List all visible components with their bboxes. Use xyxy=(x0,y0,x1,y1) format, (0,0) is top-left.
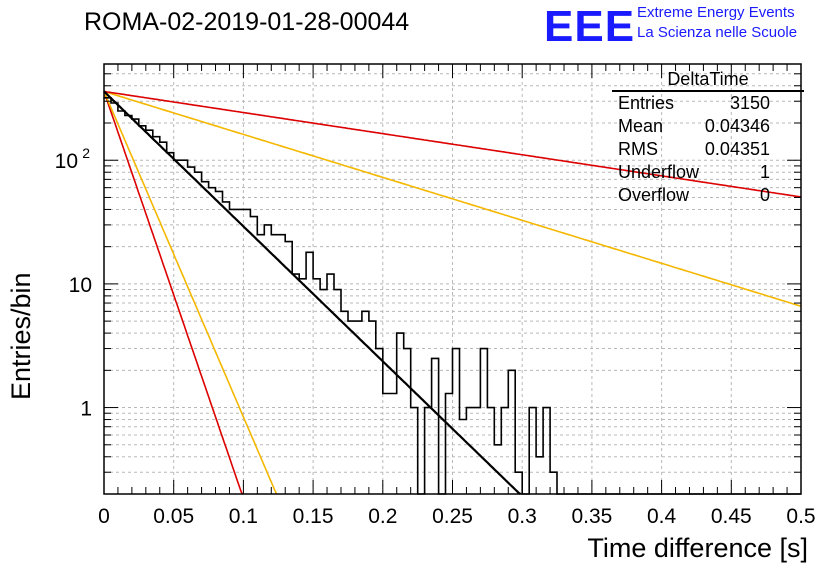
stats-value: 0.04351 xyxy=(704,139,770,159)
y-tick-label-exponent: 2 xyxy=(82,145,90,161)
x-tick-label: 0.2 xyxy=(368,505,397,528)
stats-label: RMS xyxy=(618,139,658,159)
axis-ticks xyxy=(103,63,802,495)
x-tick-label: 0.15 xyxy=(293,505,334,528)
stats-title: DeltaTime xyxy=(612,68,804,92)
stats-label: Mean xyxy=(618,116,664,136)
fit-line-yellow xyxy=(103,90,802,308)
x-tick-labels: 0 0.05 0.1 0.15 0.2 0.25 0.3 0.35 0.4 0.45 0.5 xyxy=(98,505,815,528)
stats-value: 3150 xyxy=(729,93,770,113)
fit-line-black xyxy=(103,90,522,495)
x-tick-label: 0.4 xyxy=(647,505,677,528)
x-tick-label: 0.35 xyxy=(571,505,612,528)
logo-subtitle-1: Extreme Energy Events xyxy=(637,4,795,21)
run-title: ROMA-02-2019-01-28-00044 xyxy=(84,8,410,36)
x-tick-label: 0.5 xyxy=(786,505,815,528)
stats-row-underflow: Underflow 1 xyxy=(612,161,804,184)
eee-logo: EEE xyxy=(544,2,636,51)
x-tick-label: 0.05 xyxy=(153,505,194,528)
x-tick-label: 0.1 xyxy=(229,505,258,528)
x-axis-label: Time difference [s] xyxy=(587,533,808,563)
stats-row-mean: Mean 0.04346 xyxy=(612,115,804,138)
x-tick-label: 0.25 xyxy=(432,505,473,528)
logo-subtitle-2: La Scienza nelle Scuole xyxy=(637,24,798,41)
y-tick-label: 10 xyxy=(55,150,78,173)
stats-row-overflow: Overflow 0 xyxy=(612,184,804,207)
x-tick-label: 0 xyxy=(98,505,110,528)
stats-row-entries: Entries 3150 xyxy=(612,92,804,115)
stats-value: 0.04346 xyxy=(704,116,770,136)
grid-lines xyxy=(104,63,801,495)
fit-line-red xyxy=(103,91,244,495)
stats-value: 1 xyxy=(759,162,770,182)
stats-value: 0 xyxy=(759,185,770,205)
stats-label: Underflow xyxy=(618,162,700,182)
stats-box: DeltaTime Entries 3150 Mean 0.04346 RMS … xyxy=(612,68,804,207)
fit-line-red xyxy=(103,90,802,198)
fit-line-yellow xyxy=(103,91,278,495)
x-tick-label: 0.3 xyxy=(508,505,537,528)
y-tick-label: 10 xyxy=(69,274,92,297)
stats-label: Overflow xyxy=(618,185,690,205)
stats-row-rms: RMS 0.04351 xyxy=(612,138,804,161)
fit-curves xyxy=(103,90,802,495)
y-axis-label: Entries/bin xyxy=(6,272,36,400)
x-tick-label: 0.45 xyxy=(711,505,752,528)
stats-label: Entries xyxy=(618,93,675,113)
y-tick-label: 1 xyxy=(80,398,92,421)
